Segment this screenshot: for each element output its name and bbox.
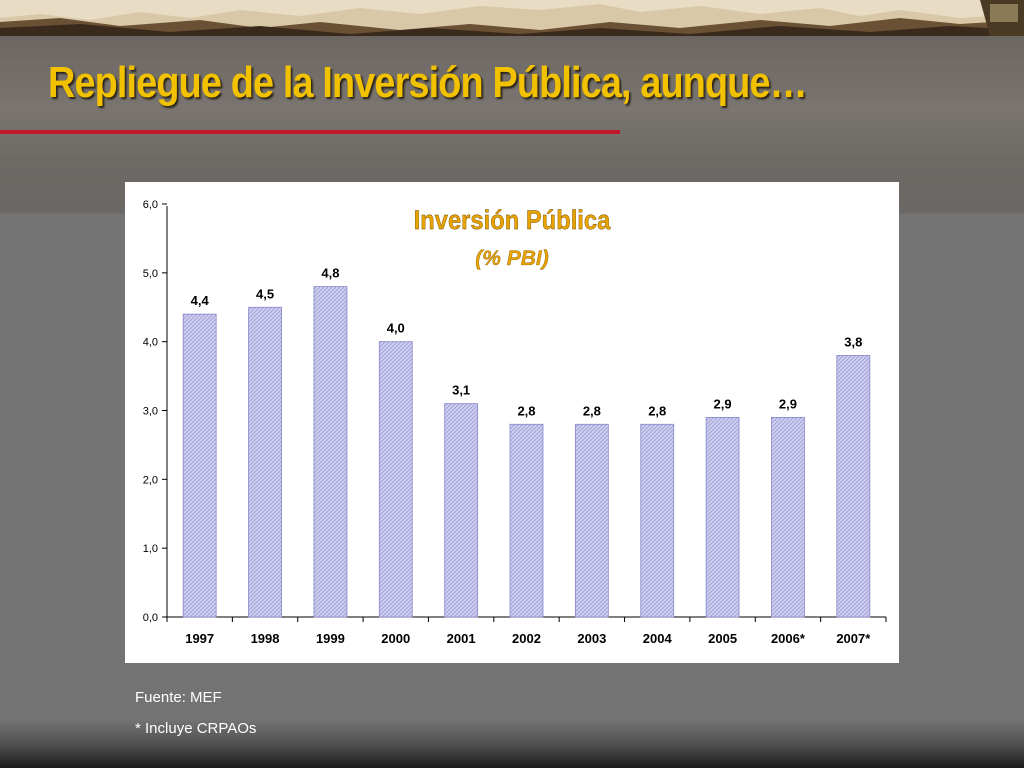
bar-value-label: 4,0: [387, 321, 405, 336]
y-tick-label: 5,0: [143, 268, 158, 280]
x-tick-label: 2002: [512, 631, 541, 646]
chart-container: Inversión Pública (% PBI) 0,0 1,0 2,0 3,0 4,…: [125, 182, 899, 663]
bar-1997: [182, 313, 217, 618]
y-tick-label: 0,0: [143, 612, 158, 624]
footnote-crpaos: * Incluye CRPAOs: [135, 720, 257, 737]
slide-title: Repliegue de la Inversión Pública, aunqu…: [48, 58, 808, 107]
chart-title: Inversión Pública: [414, 206, 611, 236]
y-tick-label: 4,0: [143, 337, 158, 349]
bar-value-label: 3,1: [452, 383, 470, 398]
bar-1999: [313, 286, 348, 618]
bar-1998: [248, 306, 282, 618]
bar-value-label: 4,4: [191, 293, 210, 308]
y-tick-label: 6,0: [143, 199, 158, 211]
bar-2001: [444, 403, 479, 618]
x-tick-label: 1997: [185, 631, 214, 646]
bar-2000: [378, 341, 413, 618]
bar-value-label: 2,8: [583, 403, 601, 418]
bar-2002: [509, 423, 544, 618]
bar-value-label: 2,9: [714, 396, 732, 411]
bar-value-label: 2,8: [648, 403, 666, 418]
bar-value-label: 4,5: [256, 286, 274, 301]
x-tick-label: 1999: [316, 631, 345, 646]
bars: [182, 286, 871, 618]
x-tick-label: 2007*: [836, 631, 871, 646]
x-axis-labels: 1997 1998 1999 2000 2001 2002 2003 2004 2005 2006…: [185, 631, 871, 646]
x-tick-label: 2006*: [771, 631, 806, 646]
bar-value-label: 2,9: [779, 396, 797, 411]
value-labels: 4,4 4,5 4,8 4,0 3,1 2,8 2,8 2,8 2,9 2,9 3,8: [191, 266, 863, 419]
x-tick-label: 1998: [251, 631, 280, 646]
x-tick-label: 2001: [447, 631, 476, 646]
source-note: Fuente: MEF: [135, 689, 222, 706]
chart-subtitle: (% PBI): [475, 247, 549, 270]
x-tick-label: 2000: [381, 631, 410, 646]
y-tick-label: 3,0: [143, 406, 158, 418]
y-tick-label: 2,0: [143, 474, 158, 486]
x-tick-label: 2003: [577, 631, 606, 646]
bar-2003: [574, 423, 609, 618]
bar-chart: Inversión Pública (% PBI) 0,0 1,0 2,0 3,0 4,…: [143, 199, 887, 646]
title-underline: [0, 130, 620, 134]
bar-2007-est: [836, 355, 871, 618]
bar-2005: [705, 416, 740, 618]
bar-value-label: 4,8: [321, 266, 339, 281]
y-axis-ticks: 0,0 1,0 2,0 3,0 4,0 5,0 6,0: [143, 199, 887, 624]
x-tick-label: 2004: [643, 631, 673, 646]
bar-2006-est: [771, 416, 805, 618]
decorative-banner: [0, 0, 1024, 36]
bar-value-label: 2,8: [517, 403, 535, 418]
x-tick-label: 2005: [708, 631, 737, 646]
bar-value-label: 3,8: [844, 334, 862, 349]
y-tick-label: 1,0: [143, 543, 158, 555]
bar-2004: [640, 423, 675, 618]
